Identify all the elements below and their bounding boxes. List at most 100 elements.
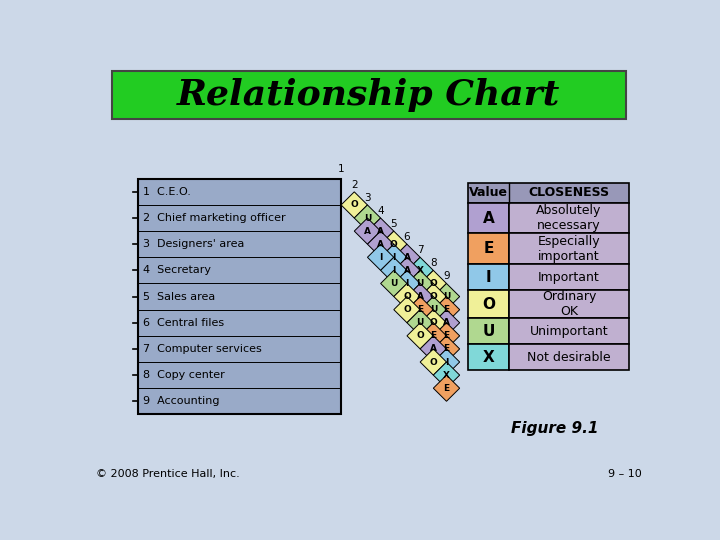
FancyBboxPatch shape [508,233,629,264]
Text: U: U [482,323,495,339]
Text: O: O [429,318,437,327]
Text: A: A [364,227,371,235]
Text: 7  Computer services: 7 Computer services [143,344,261,354]
FancyBboxPatch shape [112,71,626,119]
Polygon shape [367,218,394,244]
Polygon shape [394,296,420,323]
Text: 5  Sales area: 5 Sales area [143,292,215,301]
Text: I: I [392,253,395,262]
Polygon shape [433,284,459,309]
FancyBboxPatch shape [508,345,629,370]
Text: 8: 8 [430,258,436,268]
Polygon shape [407,257,433,284]
Text: I: I [485,270,491,285]
Text: Unimportant: Unimportant [530,325,608,338]
Text: E: E [431,332,436,340]
FancyBboxPatch shape [468,291,508,318]
Text: 4: 4 [377,206,384,215]
FancyBboxPatch shape [508,291,629,318]
Text: E: E [417,305,423,314]
Text: O: O [390,240,397,249]
Polygon shape [433,349,459,375]
Text: U: U [430,305,437,314]
Text: O: O [482,297,495,312]
FancyBboxPatch shape [468,264,508,291]
Polygon shape [354,205,381,231]
Polygon shape [420,284,446,309]
Polygon shape [381,244,407,271]
Text: Relationship Chart: Relationship Chart [177,78,561,112]
Text: E: E [444,345,449,354]
Polygon shape [433,323,459,349]
Text: Absolutely
necessary: Absolutely necessary [536,204,602,232]
Text: O: O [403,292,411,301]
Text: 1  C.E.O.: 1 C.E.O. [143,187,191,197]
Text: X: X [482,350,494,365]
Text: 3: 3 [364,193,371,202]
FancyBboxPatch shape [508,202,629,233]
FancyBboxPatch shape [508,318,629,345]
FancyBboxPatch shape [468,233,508,264]
Text: 5: 5 [390,219,397,229]
Text: © 2008 Prentice Hall, Inc.: © 2008 Prentice Hall, Inc. [96,469,240,480]
Text: 1: 1 [338,164,344,174]
Text: CLOSENESS: CLOSENESS [528,186,610,199]
Text: 8  Copy center: 8 Copy center [143,370,225,380]
Text: 2  Chief marketing officer: 2 Chief marketing officer [143,213,285,223]
Text: O: O [429,357,437,367]
Text: 6  Central files: 6 Central files [143,318,224,328]
Text: 9: 9 [444,271,450,281]
Text: 2: 2 [351,179,358,190]
Polygon shape [420,271,446,296]
FancyBboxPatch shape [468,183,629,202]
FancyBboxPatch shape [468,318,508,345]
Text: U: U [416,279,424,288]
Text: I: I [445,357,448,367]
Text: A: A [403,266,410,275]
Text: A: A [482,211,494,226]
Text: O: O [403,305,411,314]
Polygon shape [420,296,446,323]
Text: O: O [429,292,437,301]
Polygon shape [394,244,420,271]
Text: A: A [377,240,384,249]
FancyBboxPatch shape [138,179,341,414]
Polygon shape [420,336,446,362]
Text: Not desirable: Not desirable [527,351,611,364]
Polygon shape [381,231,407,257]
FancyBboxPatch shape [468,345,508,370]
Text: E: E [444,384,449,393]
Text: O: O [429,279,437,288]
Text: Figure 9.1: Figure 9.1 [511,421,599,436]
FancyBboxPatch shape [468,202,508,233]
Text: U: U [443,292,450,301]
Text: A: A [430,345,437,354]
Polygon shape [394,257,420,284]
Polygon shape [367,231,394,257]
Text: X: X [417,266,423,275]
Text: 6: 6 [404,232,410,242]
Text: U: U [390,279,397,288]
Polygon shape [433,362,459,388]
Polygon shape [407,284,433,309]
Polygon shape [407,323,433,349]
Text: 7: 7 [417,245,423,255]
Text: E: E [483,241,493,256]
Text: 9  Accounting: 9 Accounting [143,396,219,406]
Polygon shape [433,336,459,362]
Polygon shape [394,284,420,309]
Text: Important: Important [538,271,600,284]
Polygon shape [394,271,420,296]
Polygon shape [367,244,394,271]
Polygon shape [354,218,381,244]
Text: A: A [443,318,450,327]
Polygon shape [420,309,446,336]
Text: I: I [379,253,382,262]
Text: Ordinary
OK: Ordinary OK [541,291,596,318]
Text: U: U [364,213,371,222]
Polygon shape [420,323,446,349]
Polygon shape [407,271,433,296]
Text: I: I [392,266,395,275]
Polygon shape [433,296,459,323]
Polygon shape [433,309,459,336]
